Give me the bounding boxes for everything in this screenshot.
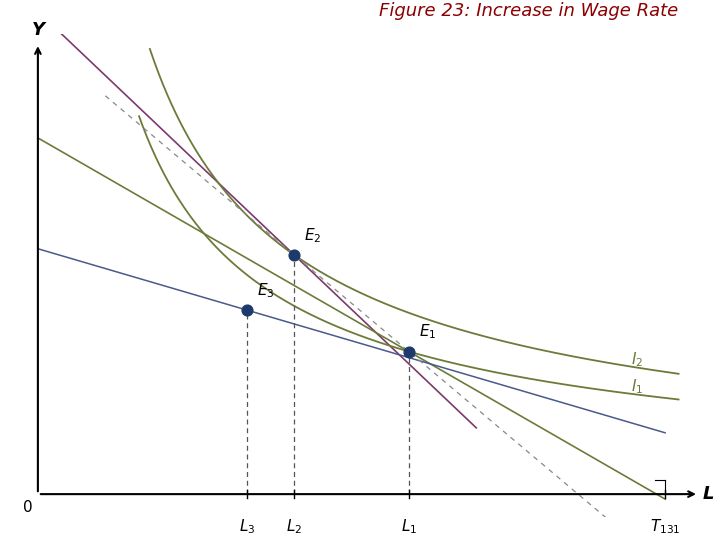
Text: $T_{131}$: $T_{131}$ — [649, 517, 680, 536]
Text: $E_1$: $E_1$ — [419, 323, 436, 341]
Point — [241, 306, 253, 314]
Text: $I_2$: $I_2$ — [631, 350, 644, 369]
Text: $L_3$: $L_3$ — [239, 517, 255, 536]
Text: 0: 0 — [23, 501, 32, 516]
Text: $L_2$: $L_2$ — [286, 517, 302, 536]
Text: L: L — [702, 485, 714, 503]
Text: $I_1$: $I_1$ — [631, 377, 644, 396]
Point — [289, 251, 300, 259]
Text: Figure 23: Increase in Wage Rate: Figure 23: Increase in Wage Rate — [379, 2, 678, 20]
Text: Y: Y — [32, 21, 45, 39]
Text: $E_3$: $E_3$ — [257, 281, 274, 300]
Text: $E_2$: $E_2$ — [305, 226, 322, 245]
Text: $L_1$: $L_1$ — [401, 517, 417, 536]
Point — [403, 347, 415, 356]
